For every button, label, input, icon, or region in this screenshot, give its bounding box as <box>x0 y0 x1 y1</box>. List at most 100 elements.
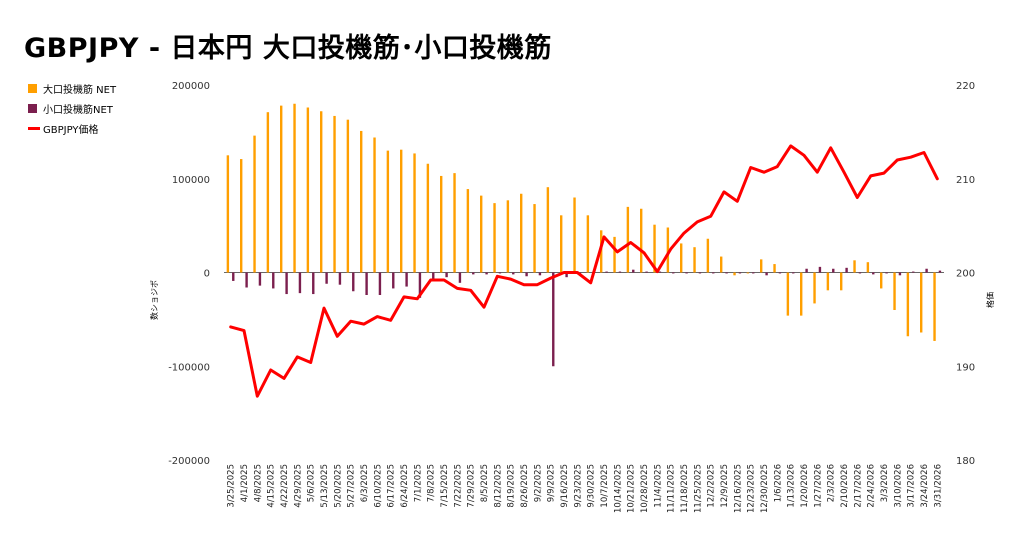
bar-large-speculators <box>693 247 696 273</box>
x-tick-label: 7/8/2025 <box>427 464 437 502</box>
bar-large-speculators <box>546 187 550 273</box>
x-tick-label: 5/20/2025 <box>333 464 343 508</box>
bar-large-speculators <box>466 189 470 273</box>
bar-small-speculators <box>712 272 715 274</box>
bar-small-speculators <box>765 272 768 276</box>
x-tick-label: 11/18/2025 <box>680 464 690 513</box>
bar-small-speculators <box>392 272 395 289</box>
bar-large-speculators <box>893 272 896 310</box>
x-tick-label: 3/25/2025 <box>227 464 237 508</box>
x-tick-label: 12/2/2025 <box>707 464 717 508</box>
x-tick-label: 3/3/2026 <box>880 464 890 502</box>
x-tick-label: 11/11/2025 <box>667 464 677 513</box>
bar-large-speculators <box>853 260 856 273</box>
bar-small-speculators <box>605 271 608 273</box>
x-tick-label: 5/27/2025 <box>347 464 357 508</box>
x-tick-label: 12/9/2025 <box>720 464 730 508</box>
x-tick-label: 9/23/2025 <box>573 464 583 508</box>
bar-large-speculators <box>746 272 750 274</box>
x-tick-label: 6/3/2025 <box>360 464 370 502</box>
bar-large-speculators <box>253 135 256 273</box>
legend-item-small-speculators: 小口投機筋NET <box>28 98 116 118</box>
bar-small-speculators <box>432 272 435 280</box>
bar-small-speculators <box>418 272 422 298</box>
bars-group <box>226 103 942 367</box>
price-line-group <box>229 144 939 398</box>
bar-small-speculators <box>752 272 755 274</box>
bar-large-speculators <box>666 227 670 273</box>
x-tick-label: 8/26/2025 <box>520 464 530 508</box>
bar-large-speculators <box>906 272 910 337</box>
y2-tick-label: 210 <box>956 175 975 186</box>
x-tick-label: 3/24/2026 <box>920 464 930 508</box>
x-tick-label: 1/27/2026 <box>813 464 823 508</box>
x-tick-label: 9/2/2025 <box>533 464 543 502</box>
x-tick-label: 10/14/2025 <box>613 464 623 513</box>
bar-large-speculators <box>226 155 230 273</box>
bar-small-speculators <box>232 272 235 281</box>
bar-small-speculators <box>632 269 635 273</box>
bar-large-speculators <box>613 236 616 273</box>
bar-large-speculators <box>626 206 630 273</box>
x-tick-label: 10/21/2025 <box>627 464 637 513</box>
legend-label-price: GBPJPY価格 <box>43 124 99 136</box>
bar-small-speculators <box>832 268 835 273</box>
x-tick-label: 7/29/2025 <box>467 464 477 508</box>
bar-small-speculators <box>525 272 528 277</box>
x-tick-label: 1/13/2026 <box>787 464 797 508</box>
bar-small-speculators <box>845 267 848 273</box>
legend-swatch-small <box>28 103 37 113</box>
x-tick-label: 4/1/2025 <box>240 464 250 502</box>
bar-small-speculators <box>498 272 502 274</box>
x-tick-label: 9/9/2025 <box>547 464 557 502</box>
x-tick-label: 6/10/2025 <box>373 464 383 508</box>
x-tick-label: 3/31/2026 <box>933 464 943 508</box>
bar-large-speculators <box>640 208 643 273</box>
bar-large-speculators <box>786 272 790 316</box>
bar-small-speculators <box>538 272 542 276</box>
bar-large-speculators <box>506 200 510 273</box>
bar-large-speculators <box>760 259 763 273</box>
bar-large-speculators <box>653 224 656 273</box>
x-tick-label: 2/24/2026 <box>867 464 877 508</box>
legend-item-large-speculators: 大口投機筋 NET <box>28 78 116 98</box>
bar-large-speculators <box>480 195 483 273</box>
bar-small-speculators <box>658 271 662 273</box>
bar-small-speculators <box>565 272 568 278</box>
bar-large-speculators <box>520 193 523 273</box>
x-tick-label: 7/22/2025 <box>453 464 463 508</box>
x-tick-label: 10/28/2025 <box>640 464 650 513</box>
bar-large-speculators <box>533 204 536 273</box>
bar-large-speculators <box>266 112 270 273</box>
bar-small-speculators <box>272 272 275 289</box>
bar-small-speculators <box>672 272 675 274</box>
x-tick-label: 4/22/2025 <box>280 464 290 508</box>
bar-large-speculators <box>360 130 363 273</box>
x-tick-label: 7/1/2025 <box>413 464 423 502</box>
legend-label-large: 大口投機筋 NET <box>43 84 117 96</box>
y-tick-label: 0 <box>204 269 210 280</box>
x-tick-label: 5/6/2025 <box>307 464 317 502</box>
bar-small-speculators <box>552 272 555 367</box>
x-tick-label: 3/10/2026 <box>893 464 903 508</box>
x-tick-labels-group: 3/25/2025 4/1/2025 4/8/2025 4/15/2025 4/22/2… <box>227 464 944 513</box>
bar-small-speculators <box>458 272 462 283</box>
bar-large-speculators <box>840 272 843 291</box>
bar-small-speculators <box>298 272 302 294</box>
legend-line-price <box>28 126 40 130</box>
x-tick-label: 2/3/2026 <box>827 464 837 502</box>
bar-small-speculators <box>872 272 875 275</box>
bar-large-speculators <box>680 243 683 273</box>
bar-large-speculators <box>293 103 296 273</box>
bar-small-speculators <box>725 272 728 274</box>
y2-axis-title: 格価 <box>985 292 995 308</box>
x-tick-label: 1/6/2026 <box>773 464 783 502</box>
bar-large-speculators <box>813 272 816 304</box>
legend-label-small: 小口投機筋NET <box>43 104 113 116</box>
bar-large-speculators <box>733 272 736 276</box>
x-tick-label: 7/15/2025 <box>440 464 450 508</box>
bar-small-speculators <box>445 272 448 278</box>
bar-small-speculators <box>912 271 915 273</box>
bar-large-speculators <box>493 203 496 273</box>
bar-large-speculators <box>826 272 830 291</box>
